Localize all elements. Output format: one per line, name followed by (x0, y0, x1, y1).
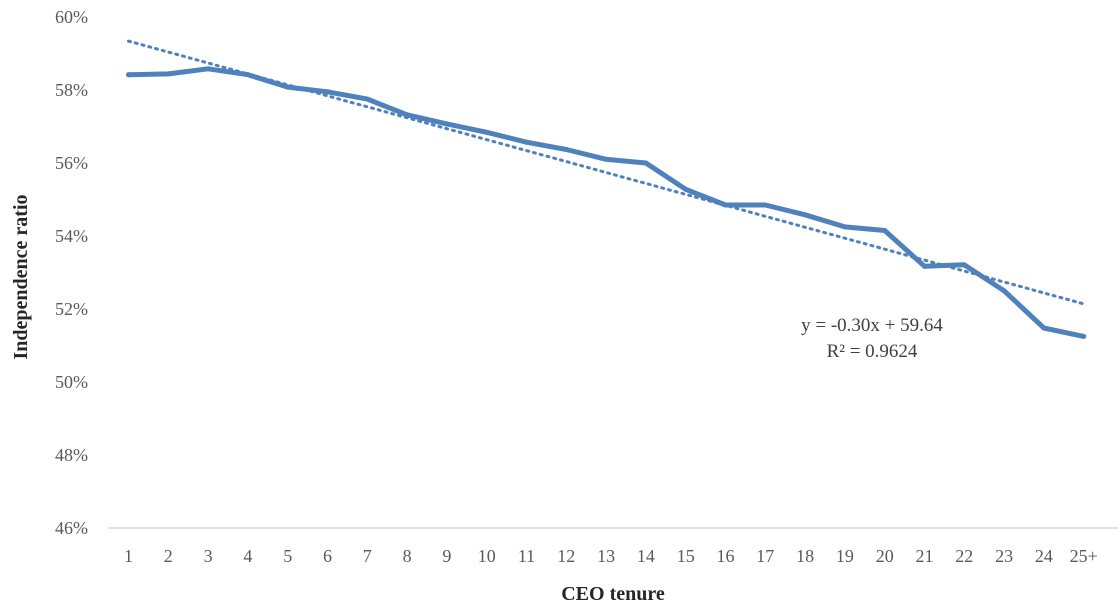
data-point (683, 186, 689, 192)
x-tick-label: 20 (876, 546, 894, 566)
y-axis-tick-labels: 46% 48% 50% 52% 54% 56% 58% 60% (55, 7, 88, 538)
data-point (922, 263, 927, 269)
series-line (126, 66, 1087, 339)
y-tick-label: 46% (55, 518, 88, 538)
x-tick-label: 15 (677, 546, 695, 566)
data-point (762, 202, 768, 208)
x-tick-label: 1 (124, 546, 133, 566)
x-tick-label: 17 (756, 546, 774, 566)
data-point (603, 156, 609, 162)
x-tick-label: 22 (955, 546, 973, 566)
x-tick-label: 25+ (1070, 546, 1098, 566)
data-point (484, 129, 490, 135)
data-point (643, 160, 649, 166)
x-tick-label: 11 (518, 546, 535, 566)
series-points (126, 66, 1087, 339)
x-tick-label: 3 (204, 546, 213, 566)
data-point (524, 139, 529, 145)
y-tick-label: 52% (55, 299, 88, 319)
x-tick-label: 13 (597, 546, 615, 566)
x-tick-label: 23 (995, 546, 1013, 566)
x-tick-label: 14 (637, 546, 655, 566)
x-axis-tick-labels: 1 2 3 4 5 6 7 8 9 10 11 12 13 14 15 16 17 18 19 20 21 22 23 24 2… (124, 546, 1098, 566)
data-point (285, 84, 291, 90)
x-tick-label: 24 (1035, 546, 1053, 566)
x-tick-label: 4 (243, 546, 252, 566)
trendline (127, 39, 1086, 306)
x-tick-label: 21 (916, 546, 934, 566)
trendline-r-squared: R² = 0.9624 (827, 341, 918, 362)
data-point (364, 96, 370, 102)
y-tick-label: 58% (55, 80, 88, 100)
trendline-equation: y = -0.30x + 59.64 (801, 315, 943, 336)
data-point (961, 262, 967, 268)
data-point (165, 71, 171, 77)
data-point (1001, 288, 1007, 294)
x-tick-label: 19 (836, 546, 854, 566)
x-tick-label: 2 (164, 546, 173, 566)
x-tick-label: 10 (478, 546, 496, 566)
data-point (1081, 333, 1087, 339)
x-axis-title: CEO tenure (561, 583, 665, 605)
y-tick-label: 48% (55, 445, 88, 465)
data-point (245, 72, 251, 78)
data-point (325, 89, 330, 95)
data-point (723, 202, 728, 208)
y-axis-title: Independence ratio (10, 195, 32, 360)
data-point (842, 224, 848, 230)
x-tick-label: 18 (796, 546, 814, 566)
data-point (444, 121, 450, 127)
data-point (882, 228, 888, 234)
y-tick-label: 56% (55, 153, 88, 173)
y-tick-label: 50% (55, 372, 88, 392)
data-point (404, 112, 410, 118)
x-tick-label: 9 (442, 546, 451, 566)
x-tick-label: 8 (403, 546, 412, 566)
data-point (1041, 325, 1047, 331)
x-tick-label: 12 (557, 546, 575, 566)
data-point (802, 212, 808, 218)
y-tick-label: 54% (55, 226, 88, 246)
x-tick-label: 7 (363, 546, 372, 566)
y-tick-label: 60% (55, 7, 88, 27)
x-tick-label: 5 (283, 546, 292, 566)
data-point (205, 66, 211, 72)
x-tick-label: 6 (323, 546, 332, 566)
data-point (126, 72, 131, 78)
x-tick-label: 16 (717, 546, 735, 566)
data-point (563, 146, 569, 152)
